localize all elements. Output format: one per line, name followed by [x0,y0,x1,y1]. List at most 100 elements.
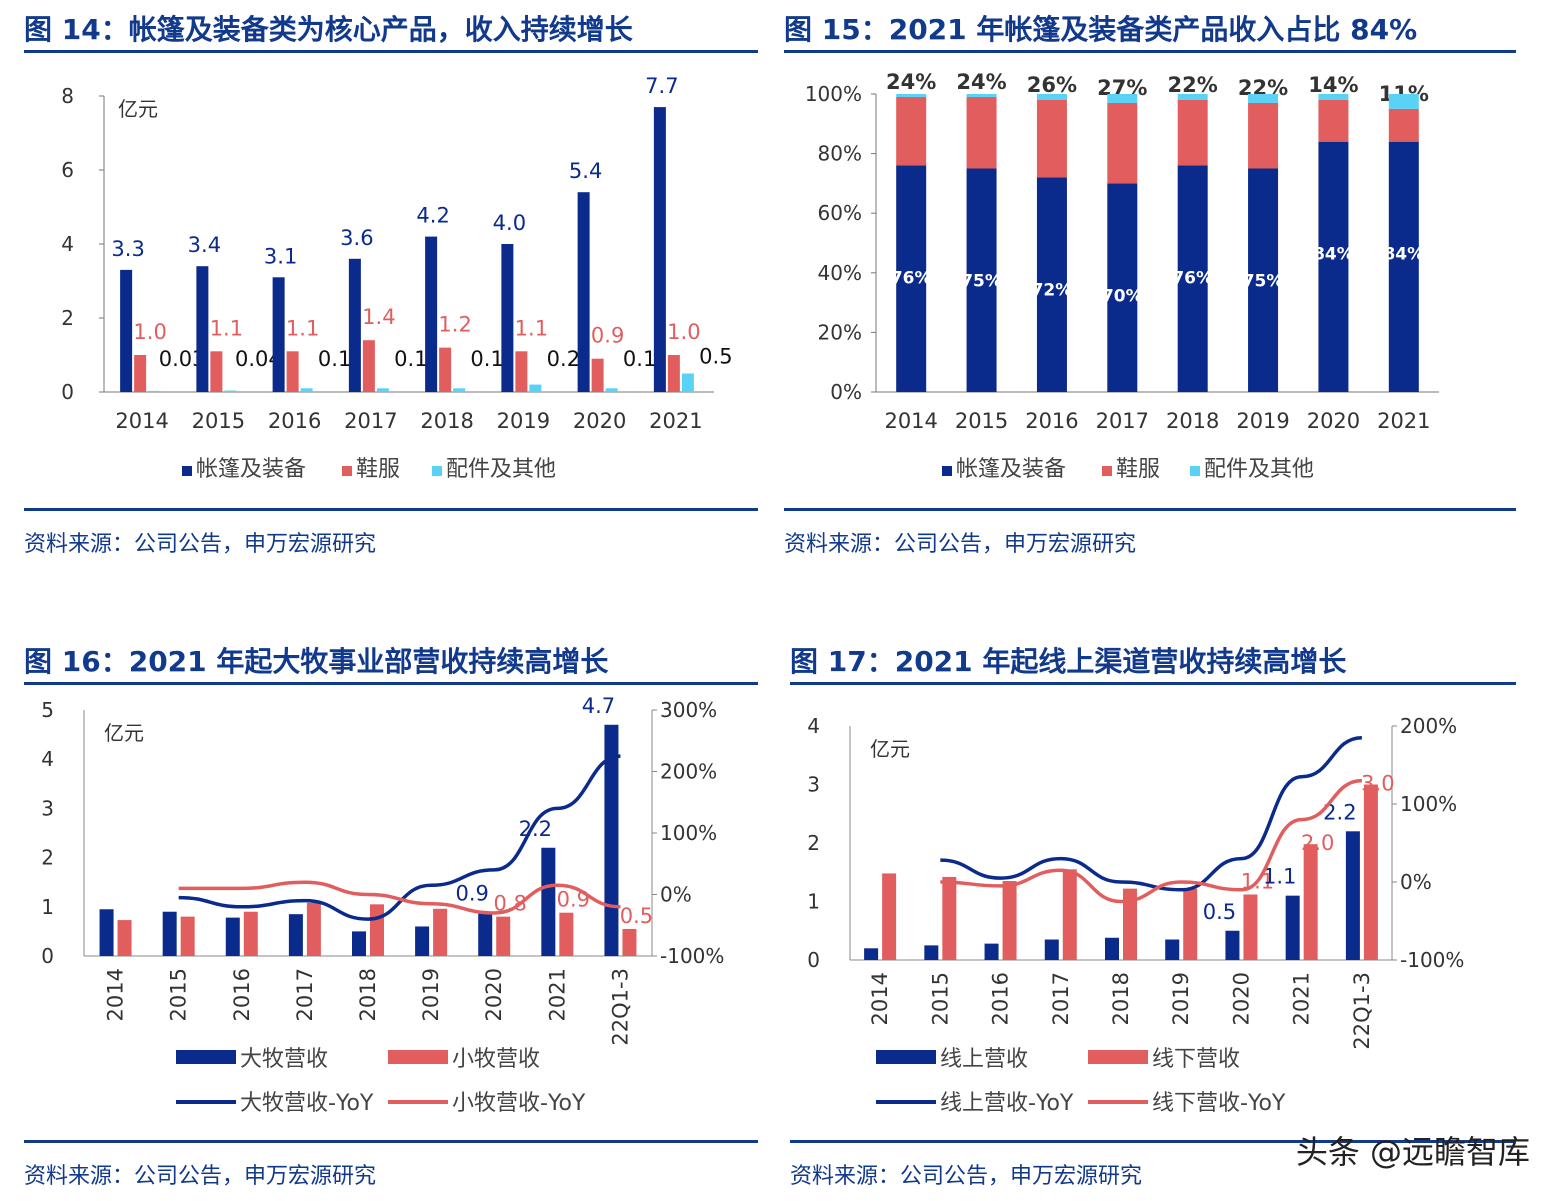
data-label-鞋服: 22% [1168,73,1218,97]
bar-鞋服 [896,96,927,166]
y-tick-label: 4 [807,714,820,738]
legend-bar-a-label: 线上营收 [940,1047,1028,1072]
legend-apparel-label: 鞋服 [356,457,400,482]
bar-帐篷及装备 [1318,141,1349,392]
legend-bar-b-label: 小牧营收 [452,1047,540,1072]
x-tick-label: 2017 [344,409,397,433]
data-label-配件及其他: 0.1 [394,347,427,371]
data-label-帐篷及装备: 3.3 [111,237,144,261]
bar-小牧营收 [306,902,321,956]
bar-小牧营收 [496,916,511,956]
bar-帐篷及装备 [120,269,133,392]
bar-线下营收 [1123,888,1137,960]
bar-帐篷及装备 [425,236,438,392]
bar-帐篷及装备 [896,165,927,392]
figure-14-top-rule [24,50,758,53]
data-label-线上营收: 1.1 [1263,865,1296,889]
y-tick-label: 5 [41,698,54,722]
bar-线下营收 [1303,844,1318,960]
data-label-配件及其他: 0.1 [470,347,503,371]
data-label-小牧营收: 0.9 [557,888,590,912]
figure-14-panel: 图 14：帐篷及装备类为核心产品，收入持续增长 0 2 4 6 8 亿元 2014 3.3 1.… [24,8,758,568]
figure-16-title: 图 16：2021 年起大牧事业部营收持续高增长 [24,645,609,678]
legend-apparel-swatch [342,466,352,476]
bar-鞋服 [439,347,452,392]
bar-线上营收 [1345,831,1360,960]
data-label-配件及其他: 0.1 [623,347,656,371]
bar-帐篷及装备 [1036,177,1067,392]
figure-17-source: 资料来源：公司公告，申万宏源研究 [790,1164,1143,1189]
figure-17-top-rule [790,682,1516,685]
bar-帐篷及装备 [1248,168,1279,392]
x-tick-label: 2020 [482,968,506,1021]
data-label-配件及其他: 0.5 [699,345,732,369]
data-label-帐篷及装备: 3.1 [264,244,297,268]
x-tick-label: 2019 [497,409,550,433]
line-线下营收-YoY [940,778,1363,904]
legend-tent-label: 帐篷及装备 [196,457,306,482]
y-tick-label: 4 [61,232,74,256]
x-tick-label: 2017 [293,968,317,1021]
bar-线下营收 [882,873,897,960]
x-tick-label: 2017 [1049,972,1073,1025]
figure-17-title: 图 17：2021 年起线上渠道营收持续高增长 [790,645,1347,678]
figure-14-source: 资料来源：公司公告，申万宏源研究 [24,532,377,557]
bar-配件及其他 [529,384,542,392]
bar-配件及其他 [300,388,313,392]
x-tick-label: 2018 [1109,972,1133,1025]
figure-15-source: 资料来源：公司公告，申万宏源研究 [784,532,1137,557]
x-tick-label: 2015 [955,409,1008,433]
y-tick-label: 1 [41,895,54,919]
bar-配件及其他 [966,94,997,97]
y2-tick-label: -100% [1400,948,1464,972]
x-tick-label: 2019 [1236,409,1289,433]
legend-line-b-label: 小牧营收-YoY [452,1091,586,1116]
figure-14-bottom-rule [24,508,758,511]
x-tick-label: 2018 [1166,409,1219,433]
y-tick-label: 3 [41,796,54,820]
bar-小牧营收 [180,916,195,956]
figure-14-chart: 02468亿元20143.31.00.0320153.41.10.0420163… [61,74,732,482]
x-tick-label: 2016 [1025,409,1078,433]
y2-tick-label: 200% [1400,714,1457,738]
x-tick-label: 2016 [268,409,321,433]
unit-label: 亿元 [104,721,144,745]
bar-线上营收 [1044,939,1059,960]
bar-配件及其他 [224,390,237,392]
data-label-帐篷及装备: 3.4 [188,233,221,257]
bar-线上营收 [924,945,939,960]
bar-线上营收 [1165,939,1180,960]
legend-bar-a-label: 大牧营收 [240,1047,328,1072]
bar-线上营收 [1105,937,1119,960]
y-tick-label: 8 [61,84,74,108]
bar-配件及其他 [148,390,161,392]
legend-bar-a-swatch [876,1050,936,1064]
data-label-鞋服: 1.1 [210,316,243,340]
legend-bar-a-swatch [176,1050,236,1064]
data-label-鞋服: 1.1 [515,316,548,340]
x-tick-label: 2018 [420,409,473,433]
data-label-鞋服: 24% [956,70,1006,94]
y-tick-label: 100% [805,82,862,106]
bar-鞋服 [1107,102,1138,184]
bar-线下营收 [1363,784,1378,960]
data-label-线下营收: 3.0 [1361,772,1394,796]
y-tick-label: 6 [61,158,74,182]
bar-小牧营收 [433,908,448,956]
data-label-鞋服: 0.9 [591,324,624,348]
figure-15-bottom-rule [784,508,1516,511]
y-tick-label: 20% [818,320,862,344]
x-tick-label: 2015 [192,409,245,433]
bar-帐篷及装备 [577,192,590,392]
line-线上营收-YoY [940,735,1363,892]
figure-17-chart: 0 1 2 3 4 -100% 0% 100% 200% 亿元 2014 2015 2016 2017 20… [807,714,1464,1116]
data-label-鞋服: 26% [1027,73,1077,97]
x-tick-label: 2014 [884,409,937,433]
y-tick-label: 0 [41,944,54,968]
watermark: 头条 @远瞻智库 [1295,1133,1530,1171]
legend-bar-b-label: 线下营收 [1152,1047,1240,1072]
bar-帐篷及装备 [1177,165,1208,392]
x-tick-label: 2020 [1229,972,1253,1025]
bar-鞋服 [210,351,223,392]
unit-label: 亿元 [870,737,910,761]
